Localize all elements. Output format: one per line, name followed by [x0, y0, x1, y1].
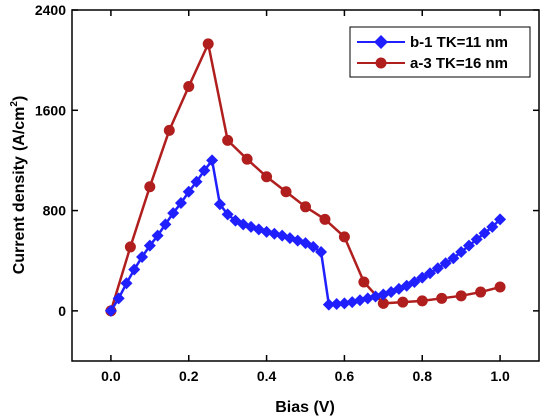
data-point [143, 239, 156, 252]
data-point [315, 245, 328, 258]
y-axis-title-unit-prefix: (A/cm [11, 107, 28, 151]
data-point [470, 233, 483, 246]
plot-frame [71, 9, 540, 362]
data-point [222, 134, 234, 146]
y-tick-label: 2400 [35, 2, 66, 18]
data-point [338, 297, 351, 310]
y-axis-title: Current density (A/cm2) [9, 96, 28, 275]
y-axis-title-unit-exp: 2 [9, 101, 20, 107]
data-point [190, 175, 203, 188]
data-point [151, 229, 164, 242]
data-point [206, 154, 219, 167]
data-point [431, 262, 444, 275]
data-point [416, 295, 428, 307]
y-axis-title-main: Current density [11, 156, 28, 274]
data-point [120, 277, 133, 290]
x-tick-label: 0.8 [413, 368, 433, 384]
data-point [182, 185, 195, 198]
data-point [416, 271, 429, 284]
x-tick-label: 0.6 [335, 368, 355, 384]
y-tick-label: 0 [58, 303, 66, 319]
series-line [109, 159, 501, 312]
data-point [124, 241, 136, 253]
data-point [241, 153, 253, 165]
data-point [163, 124, 175, 136]
data-point [144, 181, 156, 193]
x-tick-label: 1.0 [490, 368, 510, 384]
legend-marker-b1 [374, 35, 388, 49]
ticks: 0.0 0.2 0.4 0.6 0.8 1.0 0 800 1600 2400 [35, 2, 539, 384]
data-point [408, 276, 421, 289]
data-point [319, 213, 331, 225]
data-point [455, 290, 467, 302]
series-a3 [105, 38, 506, 317]
x-axis-title: Bias (V) [275, 399, 335, 416]
data-point [330, 297, 343, 310]
data-point [447, 252, 460, 265]
data-point [494, 281, 506, 293]
series-layer [104, 38, 507, 317]
data-point [213, 198, 226, 211]
series-line [109, 42, 501, 312]
data-point [198, 164, 211, 177]
legend-marker-a3 [375, 57, 387, 69]
legend-box [349, 26, 531, 78]
data-point [112, 292, 125, 305]
y-tick-label: 1600 [35, 102, 66, 118]
data-point [221, 208, 234, 221]
data-point [167, 207, 180, 220]
data-point [494, 213, 507, 226]
x-tick-label: 0.4 [257, 368, 277, 384]
data-point [377, 297, 389, 309]
data-point [397, 296, 409, 308]
data-point [475, 286, 487, 298]
y-tick-label: 800 [43, 203, 67, 219]
y-axis-title-unit-suffix: ) [11, 96, 28, 101]
data-point [104, 304, 117, 317]
x-tick-label: 0.2 [179, 368, 199, 384]
data-point [159, 218, 172, 231]
data-point [462, 239, 475, 252]
data-point [338, 231, 350, 243]
data-point [261, 171, 273, 183]
data-point [486, 220, 499, 233]
data-point [280, 186, 292, 198]
data-point [424, 267, 437, 280]
data-point [436, 292, 448, 304]
series-b1 [104, 154, 507, 317]
x-tick-label: 0.0 [101, 368, 121, 384]
data-point [202, 38, 214, 50]
data-point [174, 197, 187, 210]
data-point [183, 80, 195, 92]
legend-label-a3: a-3 TK=16 nm [410, 55, 508, 72]
legend-label-b1: b-1 TK=11 nm [410, 34, 508, 51]
data-point [322, 298, 335, 311]
data-point [307, 240, 320, 253]
data-point [478, 227, 491, 240]
data-point [136, 250, 149, 263]
legend: b-1 TK=11 nm a-3 TK=16 nm [349, 26, 531, 78]
data-point [128, 263, 141, 276]
data-point [300, 201, 311, 213]
data-point [358, 276, 370, 288]
data-point [455, 245, 468, 258]
data-point [439, 257, 452, 270]
